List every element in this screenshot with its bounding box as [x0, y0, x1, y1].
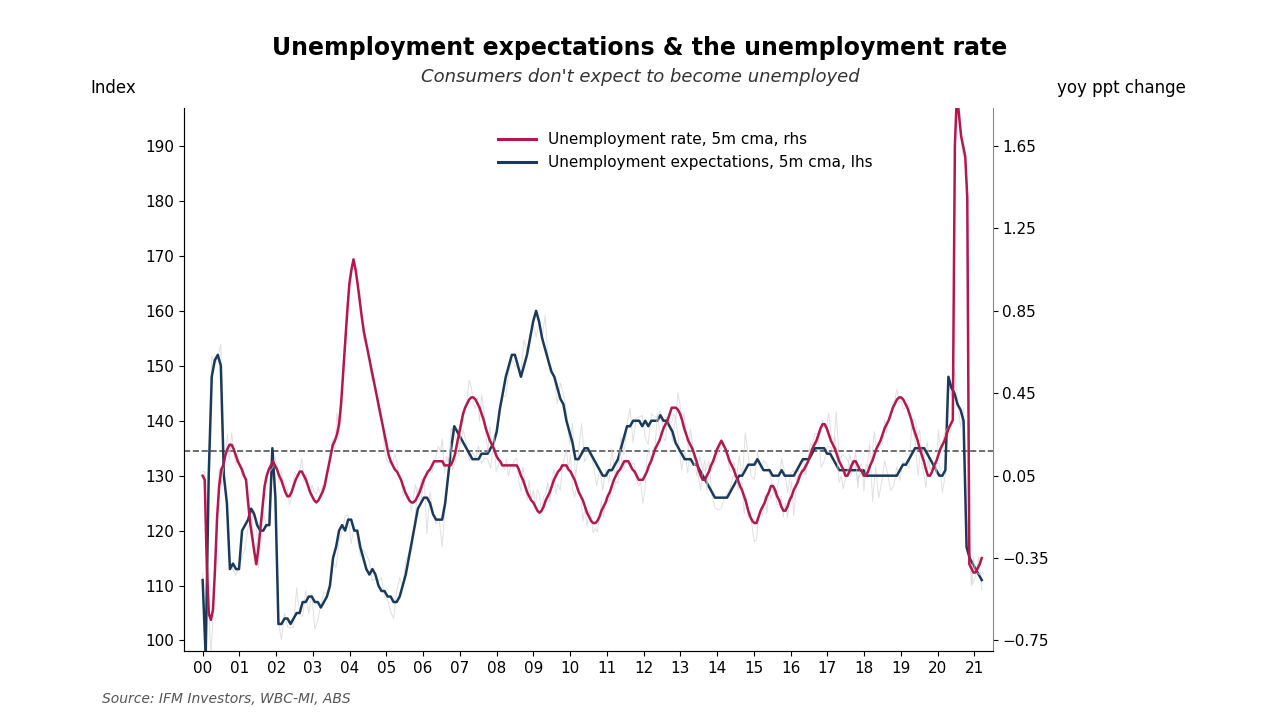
Text: Unemployment expectations & the unemployment rate: Unemployment expectations & the unemploy…	[273, 36, 1007, 60]
Legend: Unemployment rate, 5m cma, rhs, Unemployment expectations, 5m cma, lhs: Unemployment rate, 5m cma, rhs, Unemploy…	[492, 126, 879, 176]
Y-axis label: yoy ppt change: yoy ppt change	[1057, 78, 1187, 96]
Text: Source: IFM Investors, WBC-MI, ABS: Source: IFM Investors, WBC-MI, ABS	[102, 692, 351, 706]
Y-axis label: Index: Index	[90, 78, 136, 96]
Text: Consumers don't expect to become unemployed: Consumers don't expect to become unemplo…	[421, 68, 859, 86]
